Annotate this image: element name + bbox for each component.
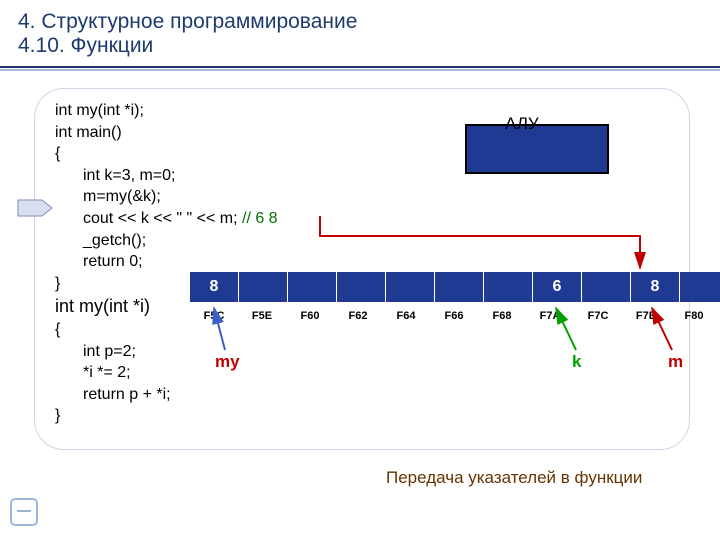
corner-widget-icon: [10, 498, 38, 526]
arrow-my-icon: [214, 308, 225, 350]
pointer-arrow-svg: [0, 0, 720, 540]
footer-caption: Передача указателей в функции: [386, 468, 642, 488]
code-pointer-arrow-icon: [18, 200, 52, 216]
flow-arrow-to-cell8: [320, 216, 640, 268]
arrow-m-icon: [652, 308, 672, 350]
arrow-k-icon: [556, 308, 576, 350]
